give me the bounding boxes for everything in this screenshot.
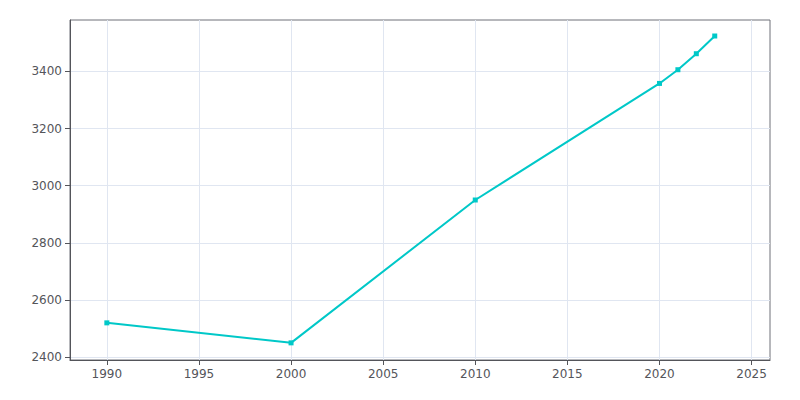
svg-text:2010: 2010 <box>460 367 491 381</box>
svg-text:3200: 3200 <box>31 122 62 136</box>
svg-text:2400: 2400 <box>31 350 62 364</box>
svg-text:3000: 3000 <box>31 179 62 193</box>
svg-text:2020: 2020 <box>644 367 675 381</box>
svg-text:2005: 2005 <box>368 367 399 381</box>
svg-text:3400: 3400 <box>31 64 62 78</box>
svg-text:2600: 2600 <box>31 293 62 307</box>
svg-text:2800: 2800 <box>31 236 62 250</box>
svg-text:1995: 1995 <box>184 367 215 381</box>
svg-text:2025: 2025 <box>736 367 767 381</box>
svg-text:2000: 2000 <box>276 367 307 381</box>
svg-text:2015: 2015 <box>552 367 583 381</box>
svg-text:1990: 1990 <box>92 367 123 381</box>
